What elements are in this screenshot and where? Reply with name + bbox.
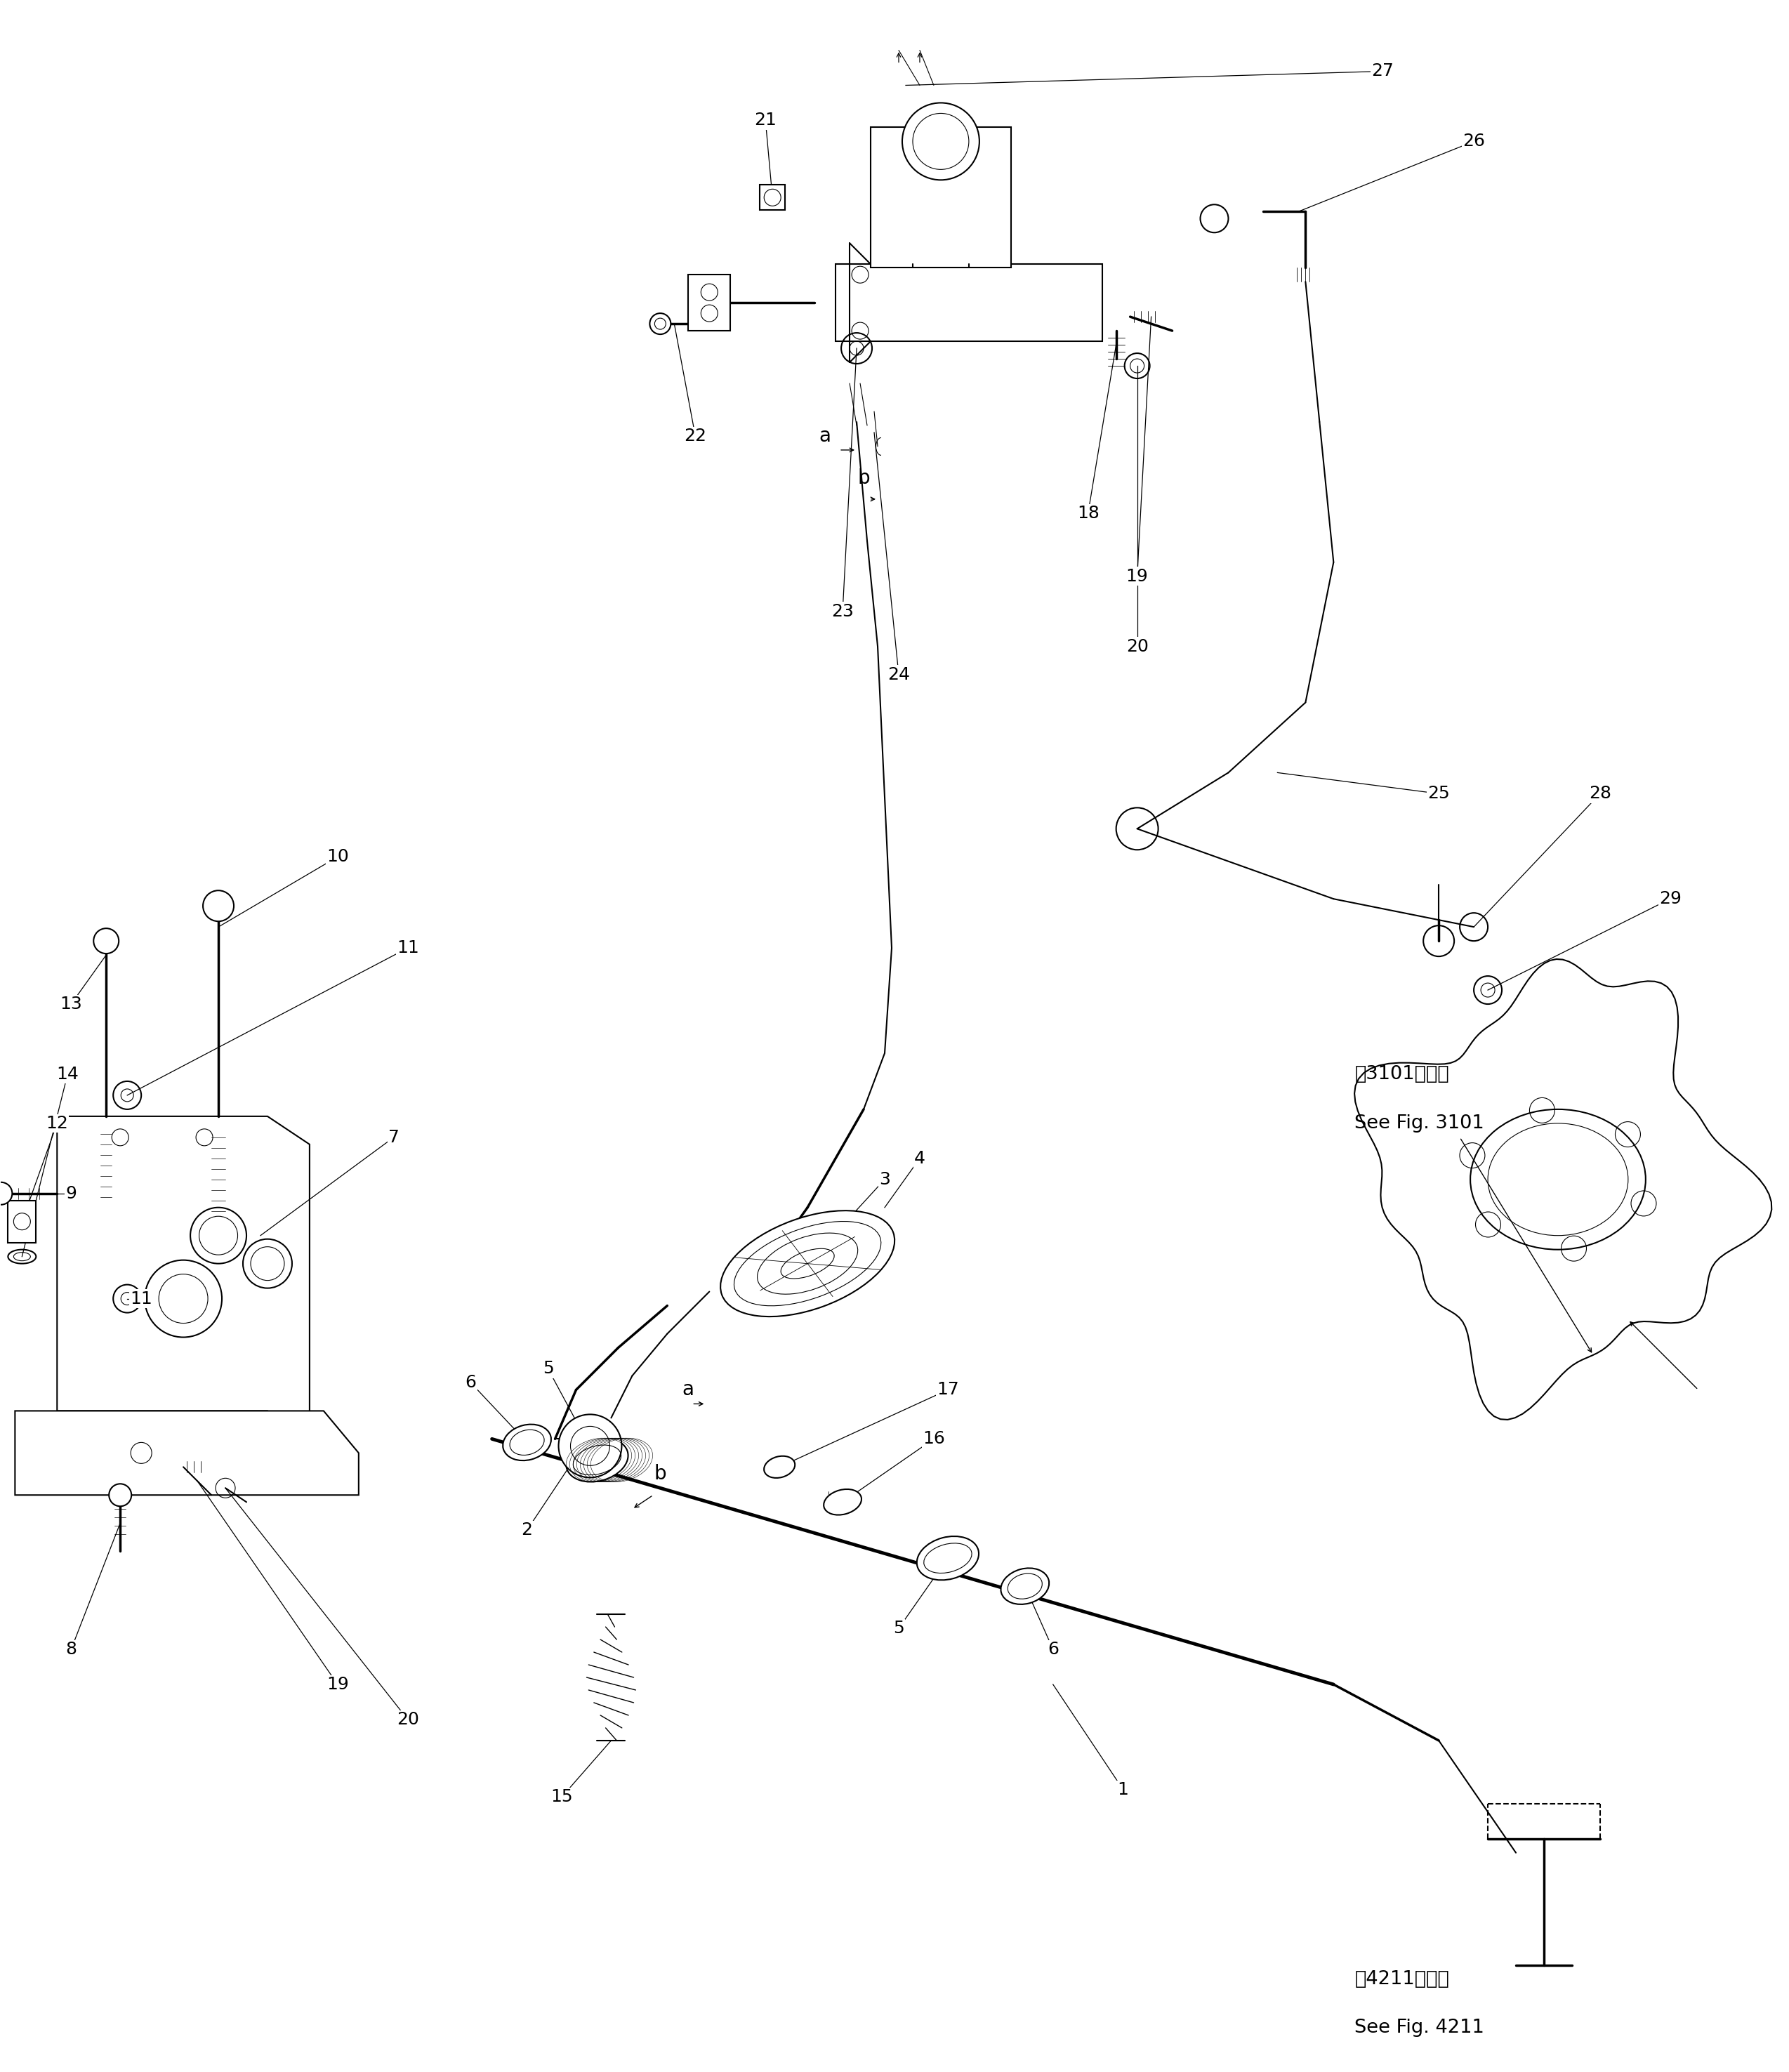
Ellipse shape [764, 1457, 794, 1477]
Text: 27: 27 [1372, 62, 1394, 79]
Text: 2: 2 [521, 1521, 533, 1539]
Text: 7: 7 [388, 1129, 399, 1146]
Ellipse shape [1471, 1109, 1646, 1249]
Text: See Fig. 3101: See Fig. 3101 [1354, 1115, 1485, 1133]
Bar [760, 184, 785, 209]
Text: 23: 23 [832, 603, 853, 620]
Ellipse shape [823, 1490, 862, 1515]
Polygon shape [57, 1117, 309, 1438]
Text: 10: 10 [326, 847, 349, 866]
Text: See Fig. 4211: See Fig. 4211 [1354, 2018, 1485, 2037]
Text: 6: 6 [1047, 1641, 1059, 1658]
Text: 26: 26 [1463, 133, 1485, 149]
Text: 5: 5 [893, 1620, 903, 1637]
Text: a: a [682, 1380, 694, 1401]
Circle shape [902, 104, 979, 180]
Text: 1: 1 [1118, 1782, 1129, 1798]
Text: 19: 19 [1125, 568, 1149, 584]
Text: 24: 24 [887, 665, 911, 684]
Circle shape [202, 891, 234, 922]
Text: a: a [819, 427, 832, 445]
Text: 4: 4 [914, 1150, 925, 1167]
Circle shape [649, 313, 671, 334]
FancyBboxPatch shape [871, 126, 1011, 267]
Polygon shape [14, 1411, 358, 1496]
Text: 11: 11 [397, 939, 419, 957]
Ellipse shape [916, 1535, 979, 1581]
Text: 20: 20 [397, 1711, 419, 1728]
Ellipse shape [1000, 1569, 1048, 1604]
Text: 16: 16 [923, 1430, 945, 1448]
Ellipse shape [721, 1210, 894, 1316]
Bar [835, 263, 1102, 342]
Text: 11: 11 [131, 1291, 152, 1307]
Text: b: b [655, 1465, 667, 1484]
Text: 14: 14 [57, 1065, 79, 1084]
Bar [7, 1200, 36, 1243]
Text: 9: 9 [66, 1185, 77, 1202]
Text: 12: 12 [47, 1115, 68, 1131]
Text: 22: 22 [683, 427, 707, 443]
Ellipse shape [565, 1438, 628, 1481]
Text: 18: 18 [1077, 506, 1098, 522]
Text: 第4211図参照: 第4211図参照 [1354, 1970, 1449, 1989]
Text: 6: 6 [465, 1374, 476, 1390]
Bar [689, 276, 730, 332]
Text: 29: 29 [1658, 891, 1682, 908]
Text: b: b [857, 468, 869, 487]
Text: 19: 19 [326, 1676, 349, 1693]
Text: 21: 21 [755, 112, 776, 128]
Text: 28: 28 [1589, 785, 1612, 802]
Text: 25: 25 [1428, 785, 1449, 802]
Circle shape [109, 1484, 131, 1506]
Text: 5: 5 [542, 1361, 553, 1378]
Text: 17: 17 [937, 1382, 959, 1399]
Text: 8: 8 [66, 1641, 77, 1658]
Polygon shape [1354, 959, 1771, 1419]
Circle shape [0, 1183, 13, 1204]
Text: 3: 3 [878, 1171, 891, 1187]
Ellipse shape [503, 1423, 551, 1461]
Text: 20: 20 [1125, 638, 1149, 655]
Text: 13: 13 [61, 997, 82, 1013]
Text: 第3101図参照: 第3101図参照 [1354, 1065, 1449, 1084]
Circle shape [558, 1415, 621, 1477]
Text: 15: 15 [551, 1788, 572, 1805]
Circle shape [93, 928, 118, 953]
